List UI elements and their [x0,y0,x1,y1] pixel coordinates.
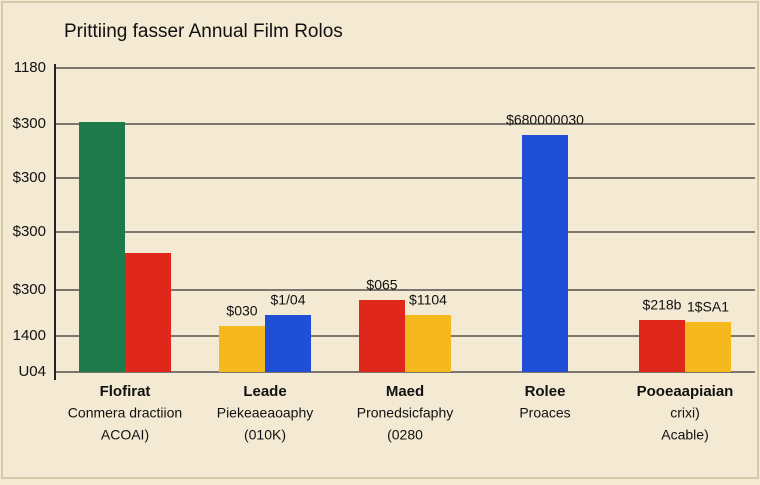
value-label: $030 [226,303,257,319]
x-tick-label: (0280 [387,427,423,443]
x-tick-label: crixi) [670,405,700,421]
bar [125,253,171,372]
x-tick-label: ACOAI) [101,427,149,443]
x-tick-label: Maed [386,383,424,400]
x-tick-label: Rolee [525,383,566,400]
x-tick-label: Proaces [519,405,570,421]
bar [639,320,685,372]
x-tick-label: Pooeaapiaian [637,383,734,400]
x-tick-label: Piekeaeaoaphy [217,405,314,421]
x-tick-label: (010K) [244,427,286,443]
bar [405,315,451,372]
bar [219,326,265,372]
x-tick-label: Conmera dractiion [68,405,182,421]
chart-title: Prittiing fasser Annual Film Rolos [64,21,343,42]
y-tick-label: 1400 [13,327,46,344]
value-label: $1/04 [270,292,305,308]
x-tick-label: Leade [243,383,286,400]
y-tick-label: $300 [13,115,46,132]
value-label: $065 [366,277,397,293]
y-tick-label: $300 [13,169,46,186]
value-label: $1104 [409,292,447,308]
y-tick-label: $300 [13,281,46,298]
value-label: $680000030 [506,112,584,128]
bar [79,122,125,372]
bar [265,315,311,372]
x-tick-label: Pronedsicfaphy [357,405,454,421]
y-tick-label: $300 [13,223,46,240]
y-tick-label: 1180 [14,59,46,76]
y-tick-label: U04 [18,363,46,380]
value-label: 1$SA1 [687,299,729,315]
x-tick-label: Acable) [661,427,708,443]
value-label: $218b [643,297,682,313]
bar [359,300,405,372]
bar [522,135,568,372]
bar [685,322,731,372]
x-tick-label: Flofirat [100,383,151,400]
